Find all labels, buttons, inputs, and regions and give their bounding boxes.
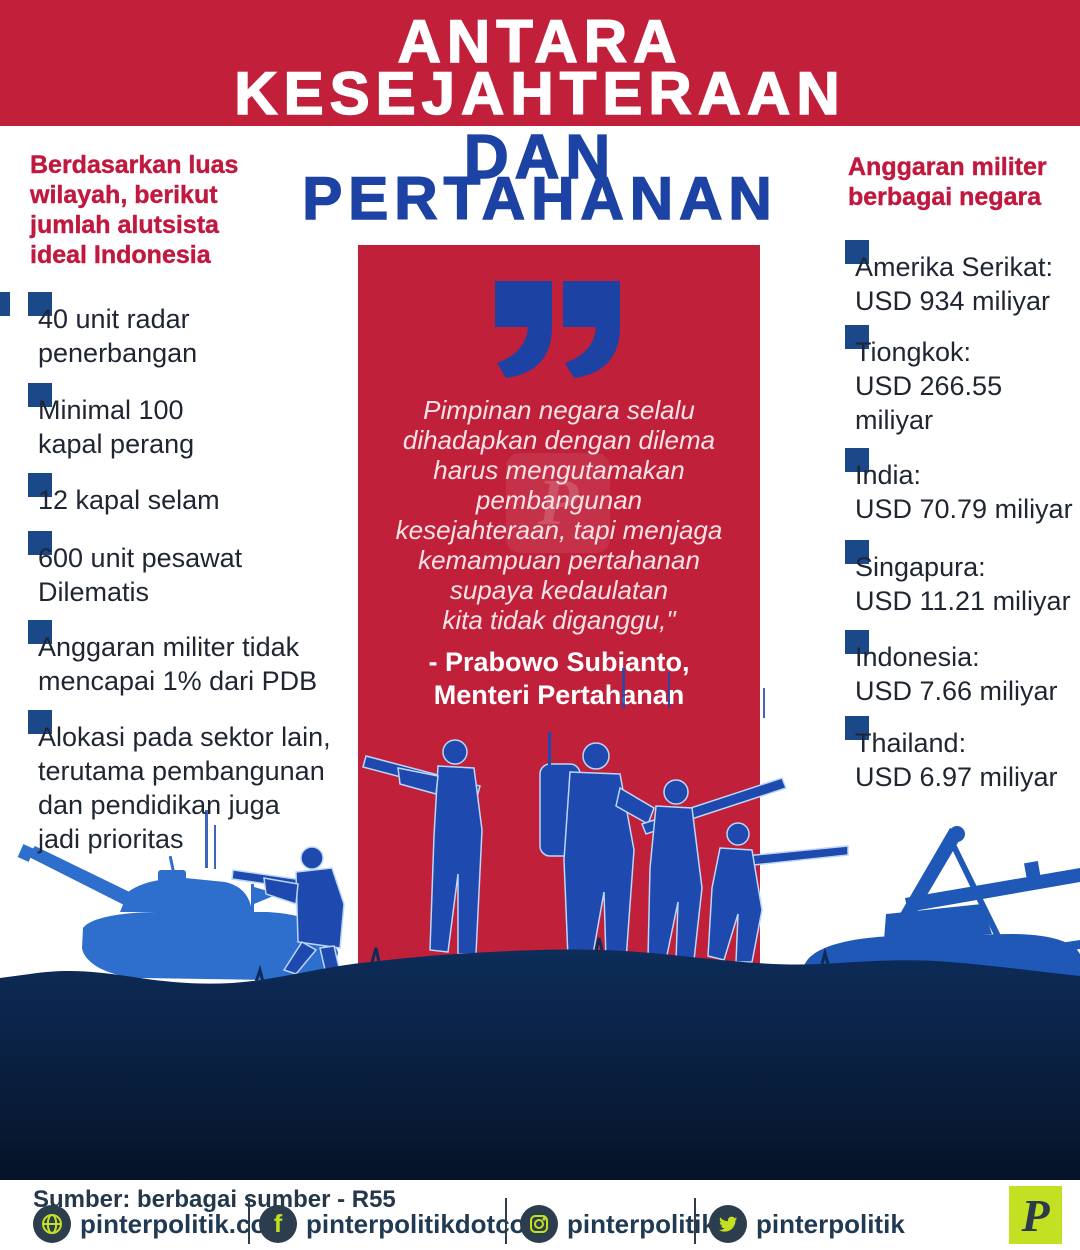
budget-item-text: Thailand: USD 6.97 miliyar [845, 726, 1080, 794]
bullet-square-icon [845, 630, 869, 654]
quote-text: Pimpinan negara selalu dihadapkan dengan… [395, 395, 723, 635]
social-link-facebook[interactable]: f pinterpolitikdotcom [259, 1204, 549, 1244]
bullet-square-icon [28, 292, 52, 316]
list-item-text: 600 unit pesawat Dilematis [38, 543, 243, 607]
divider [248, 1198, 250, 1244]
soldier-silhouette [362, 739, 483, 955]
watermark-logo: P [506, 453, 610, 553]
country-label: Amerika Serikat: [855, 252, 1054, 282]
country-label: Thailand: [855, 728, 967, 758]
list-item: 600 unit pesawat Dilematis [28, 531, 358, 609]
list-item-text: 12 kapal selam [38, 485, 220, 515]
list-item-text: 40 unit radar penerbangan [38, 304, 198, 368]
twitter-icon [709, 1205, 747, 1243]
list-item-text: Anggaran militer tidak mencapai 1% dari … [38, 632, 318, 696]
social-link-twitter[interactable]: pinterpolitik [709, 1204, 905, 1244]
bullet-square-icon [28, 710, 52, 734]
tank-silhouette [17, 844, 338, 980]
bullet-square-icon [28, 620, 52, 644]
budget-item: Singapura: USD 11.21 miliyar [845, 540, 1080, 618]
country-label: Singapura: [855, 552, 986, 582]
quote-box: P Pimpinan negara selalu dihadapkan deng… [358, 245, 760, 967]
title-line-4: PERTAHANAN [301, 165, 778, 232]
left-panel-heading: Berdasarkan luas wilayah, berikut jumlah… [30, 151, 239, 269]
budget-item-text: Amerika Serikat: USD 934 miliyar [845, 250, 1080, 318]
social-link-website[interactable]: pinterpolitik.com [33, 1204, 289, 1244]
quotation-marks-icon [358, 281, 760, 384]
divider [694, 1198, 696, 1244]
budget-item: Tiongkok: USD 266.55 miliyar [845, 325, 1080, 437]
bullet-square-icon [28, 473, 52, 497]
list-item: Minimal 100 kapal perang [28, 383, 358, 461]
budget-value: USD 7.66 miliyar [855, 676, 1058, 706]
budget-item: Thailand: USD 6.97 miliyar [845, 716, 1080, 794]
country-label: Tiongkok: [855, 337, 972, 367]
source-note: Sumber: berbagai sumber - R55 [33, 1186, 396, 1213]
streak-lines [205, 668, 765, 869]
instagram-icon [520, 1205, 558, 1243]
ground-silhouette [0, 949, 1080, 1180]
country-label: Indonesia: [855, 642, 980, 672]
budget-item-text: Indonesia: USD 7.66 miliyar [845, 640, 1080, 708]
title-line-2: KESEJAHTERAAN [234, 60, 846, 127]
title-line-3: DAN [463, 123, 617, 192]
divider [505, 1198, 507, 1244]
list-item-text: Minimal 100 kapal perang [38, 395, 195, 459]
budget-value: USD 11.21 miliyar [855, 586, 1071, 616]
bullet-square-icon [28, 531, 52, 555]
bullet-square-icon [845, 240, 869, 264]
soldier-silhouette [641, 777, 787, 961]
budget-item-text: Singapura: USD 11.21 miliyar [845, 550, 1080, 618]
soldier-silhouette [707, 822, 849, 963]
top-red-band [0, 0, 1080, 126]
social-label: pinterpolitik [567, 1208, 716, 1239]
list-item: 40 unit radar penerbangan [28, 292, 358, 370]
budget-item-text: India: USD 70.79 miliyar [845, 458, 1080, 526]
list-item-text: Alokasi pada sektor lain, terutama pemba… [38, 722, 331, 854]
title-line-1: ANTARA [397, 8, 683, 75]
social-link-instagram[interactable]: pinterpolitik [520, 1204, 716, 1244]
bullet-square-icon [845, 540, 869, 564]
footer: Sumber: berbagai sumber - R55 pinterpoli… [0, 1180, 1080, 1250]
facebook-icon: f [259, 1205, 297, 1243]
bullet-square-icon [845, 716, 869, 740]
list-item: 12 kapal selam [28, 473, 358, 517]
military-scene-illustration [0, 668, 1080, 1180]
clipped-bullet-square-icon [0, 292, 10, 316]
social-label: pinterpolitik [756, 1208, 905, 1239]
country-label: India: [855, 460, 922, 490]
list-item: Anggaran militer tidak mencapai 1% dari … [28, 620, 358, 698]
budget-item: Amerika Serikat: USD 934 miliyar [845, 240, 1080, 318]
budget-item-text: Tiongkok: USD 266.55 miliyar [845, 335, 1080, 437]
quote-attribution: - Prabowo Subianto, Menteri Pertahanan [428, 647, 690, 710]
budget-value: USD 6.97 miliyar [855, 762, 1058, 792]
social-label: pinterpolitik.com [80, 1208, 290, 1239]
bullet-square-icon [845, 448, 869, 472]
right-panel-heading: Anggaran militer berbagai negara [848, 153, 1047, 211]
grass-tufts [254, 937, 830, 983]
social-label: pinterpolitikdotcom [306, 1208, 549, 1239]
soldier-silhouette [539, 732, 655, 961]
globe-icon [33, 1205, 71, 1243]
budget-value: USD 266.55 miliyar [855, 371, 1003, 435]
budget-item: Indonesia: USD 7.66 miliyar [845, 630, 1080, 708]
soldier-silhouette [231, 846, 345, 975]
bullet-square-icon [28, 383, 52, 407]
bullet-square-icon [845, 325, 869, 349]
budget-value: USD 70.79 miliyar [855, 494, 1073, 524]
list-item: Alokasi pada sektor lain, terutama pemba… [28, 710, 358, 856]
budget-item: India: USD 70.79 miliyar [845, 448, 1080, 526]
pinterpolitik-logo: P [1009, 1186, 1062, 1244]
budget-value: USD 934 miliyar [855, 286, 1051, 316]
